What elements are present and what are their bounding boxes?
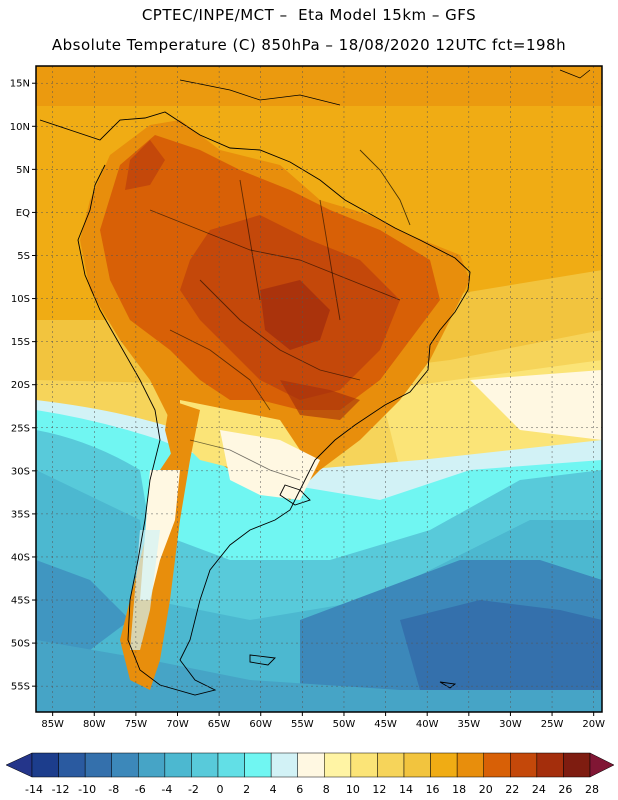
lat-tick-label: EQ xyxy=(16,208,30,219)
lat-tick-label: 15S xyxy=(11,337,30,348)
colorbar-label: 0 xyxy=(217,783,224,796)
lat-tick-label: 40S xyxy=(11,552,30,563)
colorbar-swatch xyxy=(403,752,431,778)
colorbar-swatch xyxy=(297,752,325,778)
lat-tick-label: 25S xyxy=(11,423,30,434)
coastline xyxy=(39,111,471,696)
colorbar-label: 22 xyxy=(505,783,519,796)
colorbar-label: -2 xyxy=(188,783,199,796)
lat-tick-label: 55S xyxy=(11,682,30,693)
lat-tick-label: 30S xyxy=(11,466,30,477)
colorbar-swatch xyxy=(217,752,245,778)
longitude-axis: 85W 80W 75W 70W 65W 60W 55W 50W 45W 40W 35W 30W 25W 2… xyxy=(41,712,605,730)
colorbar-label: 24 xyxy=(532,783,546,796)
lon-tick-label: 55W xyxy=(291,719,314,730)
colorbar: -14 -12 -10 -8 -6 -4 -2 0 2 4 6 8 10 12 14 16 18 20 22 24 26… xyxy=(5,752,615,796)
lon-tick-label: 35W xyxy=(458,719,481,730)
lon-tick-label: 30W xyxy=(499,719,522,730)
lon-tick-label: 60W xyxy=(249,719,272,730)
lon-tick-label: 75W xyxy=(125,719,148,730)
colorbar-label: -12 xyxy=(52,783,70,796)
colorbar-swatch xyxy=(31,752,59,778)
lon-tick-label: 85W xyxy=(41,719,64,730)
colorbar-label: -8 xyxy=(108,783,119,796)
colorbar-label: 18 xyxy=(452,783,466,796)
colorbar-label: -14 xyxy=(25,783,43,796)
colorbar-swatch xyxy=(58,752,86,778)
colorbar-label: 14 xyxy=(399,783,413,796)
temperature-field xyxy=(36,66,602,712)
lat-tick-label: 5N xyxy=(16,165,30,176)
lat-tick-label: 5S xyxy=(17,251,30,262)
colorbar-label: 2 xyxy=(243,783,250,796)
colorbar-swatch xyxy=(483,752,511,778)
colorbar-swatch xyxy=(510,752,538,778)
colorbar-under-arrow xyxy=(5,752,33,778)
lon-tick-label: 65W xyxy=(208,719,231,730)
colorbar-swatch xyxy=(324,752,352,778)
lon-tick-label: 80W xyxy=(83,719,106,730)
colorbar-label: -4 xyxy=(161,783,172,796)
lat-tick-label: 10N xyxy=(10,122,30,133)
lon-tick-label: 25W xyxy=(541,719,564,730)
lat-tick-label: 15N xyxy=(10,79,30,90)
map-gridlines xyxy=(36,66,602,712)
colorbar-over-arrow xyxy=(589,752,615,778)
colorbar-swatch xyxy=(138,752,166,778)
colorbar-label: -10 xyxy=(78,783,96,796)
lat-tick-label: 45S xyxy=(11,596,30,607)
colorbar-swatch xyxy=(536,752,564,778)
colorbar-label: 28 xyxy=(585,783,599,796)
colorbar-swatch xyxy=(430,752,458,778)
lat-tick-label: 35S xyxy=(11,509,30,520)
colorbar-label: -6 xyxy=(135,783,146,796)
chart-title-line1: CPTEC/INPE/MCT – Eta Model 15km – GFS xyxy=(141,6,477,24)
lon-tick-label: 40W xyxy=(416,719,439,730)
lat-tick-label: 50S xyxy=(11,639,30,650)
colorbar-swatch xyxy=(563,752,591,778)
caribbean-outline xyxy=(179,69,591,106)
colorbar-label: 26 xyxy=(558,783,572,796)
colorbar-swatch xyxy=(111,752,139,778)
colorbar-swatch xyxy=(350,752,378,778)
map-frame-border xyxy=(35,65,603,713)
colorbar-label: 10 xyxy=(346,783,360,796)
latitude-axis: 15N 10N 5N EQ 5S 10S 15S 20S 25S 30S 35S 40S 45S 50S 5… xyxy=(10,79,36,693)
chart-title-line2: Absolute Temperature (C) 850hPa – 18/08/… xyxy=(51,36,567,54)
colorbar-label: 16 xyxy=(426,783,440,796)
colorbar-label: 20 xyxy=(479,783,493,796)
lon-tick-label: 70W xyxy=(166,719,189,730)
colorbar-swatch xyxy=(164,752,192,778)
lon-tick-label: 20W xyxy=(582,719,605,730)
colorbar-swatch xyxy=(191,752,219,778)
colorbar-swatch xyxy=(84,752,112,778)
colorbar-swatch xyxy=(456,752,484,778)
lat-tick-label: 10S xyxy=(11,294,30,305)
colorbar-label: 6 xyxy=(296,783,303,796)
colorbar-swatch xyxy=(270,752,298,778)
colorbar-label: 12 xyxy=(372,783,386,796)
colorbar-swatch xyxy=(244,752,272,778)
lon-tick-label: 45W xyxy=(374,719,397,730)
colorbar-label: 8 xyxy=(323,783,330,796)
lat-tick-label: 20S xyxy=(11,380,30,391)
colorbar-swatch xyxy=(377,752,405,778)
colorbar-label: 4 xyxy=(270,783,277,796)
lon-tick-label: 50W xyxy=(333,719,356,730)
